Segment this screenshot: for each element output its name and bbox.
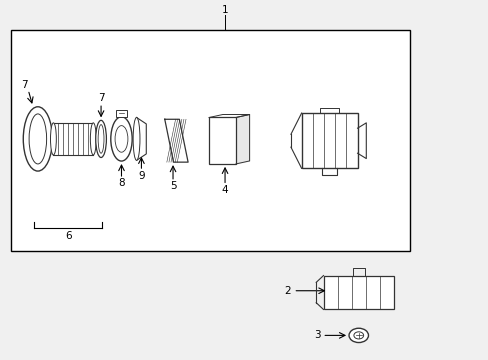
Text: 3: 3: [313, 330, 320, 341]
Ellipse shape: [90, 123, 96, 155]
Text: 5: 5: [169, 181, 176, 192]
Bar: [209, 117, 236, 164]
Ellipse shape: [29, 114, 46, 164]
Polygon shape: [209, 114, 249, 117]
Ellipse shape: [353, 332, 363, 339]
Text: 4: 4: [221, 185, 228, 195]
Ellipse shape: [115, 126, 128, 152]
Ellipse shape: [133, 117, 140, 160]
Ellipse shape: [23, 107, 52, 171]
Ellipse shape: [50, 123, 56, 155]
Text: 9: 9: [138, 171, 144, 181]
Polygon shape: [164, 119, 188, 162]
Ellipse shape: [96, 120, 106, 157]
Text: 7: 7: [98, 93, 104, 103]
Ellipse shape: [348, 328, 368, 342]
Text: 8: 8: [118, 178, 124, 188]
Polygon shape: [236, 114, 249, 164]
Polygon shape: [136, 117, 146, 160]
Ellipse shape: [98, 125, 104, 153]
Bar: [116, 110, 127, 117]
Bar: [301, 113, 357, 168]
Bar: [323, 275, 393, 310]
Text: 1: 1: [221, 5, 228, 15]
Text: 7: 7: [21, 80, 28, 90]
Text: 6: 6: [65, 231, 71, 241]
Bar: [11, 30, 409, 251]
Text: 2: 2: [284, 286, 291, 296]
Ellipse shape: [111, 117, 132, 161]
